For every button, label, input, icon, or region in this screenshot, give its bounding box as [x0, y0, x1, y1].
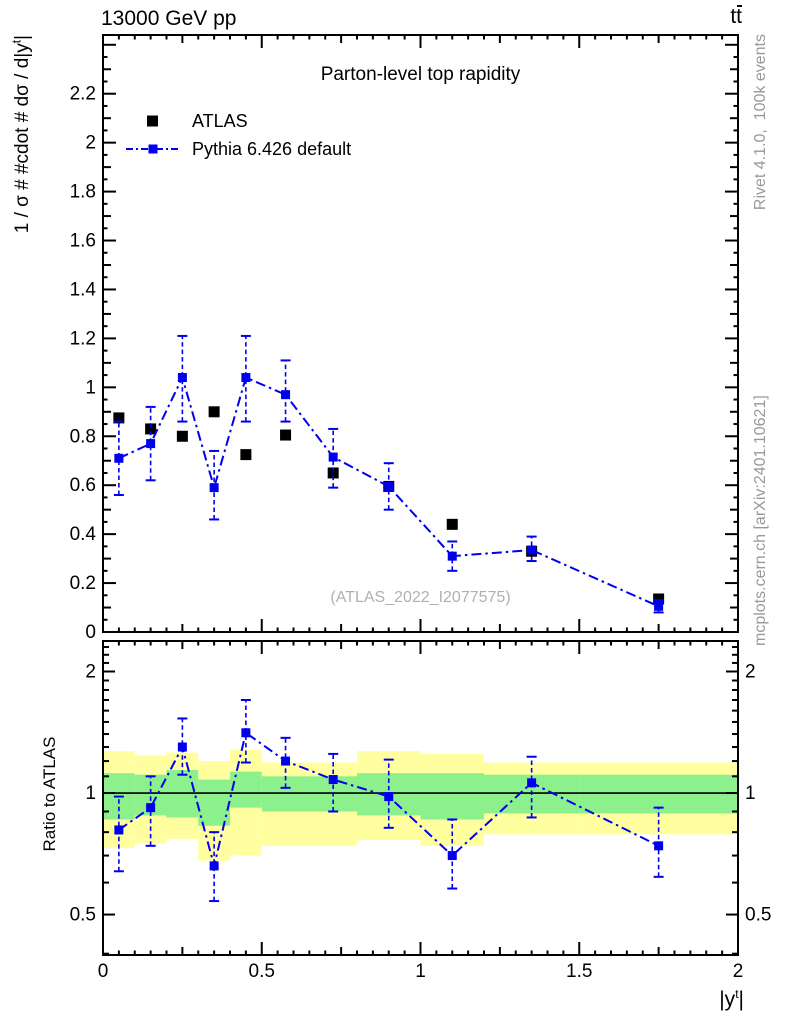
y-title-base: 1 / σ # #cdot # dσ / d|y — [12, 43, 33, 234]
tick-label: 0.2 — [70, 573, 96, 594]
data-point — [208, 406, 220, 418]
y-axis-title-main: 1 / σ # #cdot # dσ / d|yt| — [9, 35, 34, 322]
data-point — [327, 467, 339, 479]
data-point — [328, 452, 338, 462]
tick-label: 1 — [745, 783, 756, 804]
tick-label: 1 — [85, 783, 96, 804]
data-point — [146, 803, 156, 813]
green-band-bin — [198, 779, 230, 826]
data-point — [114, 453, 124, 463]
tick-label: 0.5 — [70, 905, 96, 926]
tick-label: 1 — [85, 377, 96, 398]
green-band-bin — [420, 773, 484, 820]
x-title-end: | — [738, 988, 744, 1011]
data-point — [653, 593, 665, 605]
tick-label: 0.8 — [70, 426, 96, 447]
y-title-end: | — [12, 35, 33, 40]
tick-label: 1 — [415, 961, 426, 982]
legend-label-pythia: Pythia 6.426 default — [192, 138, 352, 159]
analysis-watermark: (ATLAS_2022_I2077575) — [330, 589, 511, 606]
process-label: tt — [730, 5, 742, 29]
x-axis-title: |yt| — [719, 988, 744, 1012]
data-point — [654, 601, 664, 611]
data-point — [384, 792, 394, 802]
ratio-data-points — [114, 728, 664, 871]
beam-energy-label: 13000 GeV pp — [101, 7, 237, 30]
green-band-bin — [261, 776, 310, 812]
tick-label: 1.2 — [70, 328, 96, 349]
data-point — [527, 778, 537, 788]
data-point — [113, 412, 125, 424]
data-point — [114, 825, 124, 835]
legend-label-atlas: ATLAS — [192, 110, 248, 131]
tick-label: 1.4 — [70, 279, 97, 300]
x-title-base: |y — [719, 988, 736, 1011]
data-point — [281, 390, 291, 400]
pythia-line — [118, 374, 660, 608]
data-point — [447, 851, 457, 861]
pythia-data-points — [114, 373, 664, 611]
mcplots-arxiv-note: mcplots.cern.ch [arXiv:2401.10621] — [752, 395, 769, 646]
tick-label: 2 — [745, 661, 756, 682]
data-point — [281, 756, 291, 766]
data-point — [280, 429, 292, 441]
data-point — [146, 439, 156, 449]
data-point — [209, 861, 219, 871]
legend: ATLAS Pythia 6.426 default — [126, 107, 351, 163]
data-point — [527, 545, 537, 555]
process-t: t — [730, 5, 737, 28]
legend-item-pythia: Pythia 6.426 default — [126, 135, 351, 163]
axis-ticks — [102, 35, 739, 955]
tick-label: 0.6 — [70, 475, 96, 496]
tick-label: 0.4 — [70, 524, 97, 545]
tick-label: 0.5 — [249, 961, 275, 982]
tick-label: 1.5 — [566, 961, 592, 982]
tick-label: 0.5 — [745, 905, 771, 926]
data-point — [241, 373, 251, 383]
data-point — [654, 841, 664, 851]
atlas-marker-icon — [126, 114, 180, 128]
data-point — [177, 742, 187, 752]
pythia-marker-icon — [126, 142, 180, 156]
plot-title: Parton-level top rapidity — [320, 64, 521, 85]
tick-label: 1.8 — [70, 182, 96, 203]
axis-tick-labels: 0 0.2 0.4 0.6 0.8 1 1.2 1.4 1.6 1.8 2 2.2 0 0.5 1 1.5 2 0… — [70, 84, 772, 982]
data-point — [177, 373, 187, 383]
data-point — [145, 423, 157, 435]
legend-item-atlas: ATLAS — [126, 107, 351, 135]
data-point — [446, 518, 458, 530]
tick-label: 0 — [98, 961, 109, 982]
data-point — [384, 481, 394, 491]
tick-label: 1.6 — [70, 231, 96, 252]
green-band-bin — [230, 771, 262, 808]
y-axis-title-ratio: Ratio to ATLAS — [40, 736, 59, 852]
data-point — [240, 449, 252, 461]
tick-label: 2.2 — [70, 84, 96, 105]
data-point — [241, 728, 251, 738]
data-point — [447, 551, 457, 561]
tick-label: 2 — [85, 133, 96, 154]
legend-square-black — [147, 115, 158, 127]
tick-label: 0 — [85, 622, 96, 643]
data-point — [328, 775, 338, 785]
process-tbar: t — [736, 5, 742, 28]
tick-label: 2 — [85, 661, 96, 682]
tick-label: 2 — [733, 961, 744, 982]
legend-square-blue — [148, 144, 158, 154]
x-title-sup: t — [735, 987, 739, 1001]
pythia-error-bars — [113, 334, 664, 614]
rivet-version-note: Rivet 4.1.0, 100k events — [752, 34, 769, 211]
data-point — [209, 483, 219, 493]
y-title-sup: t — [9, 39, 24, 44]
data-point — [176, 430, 188, 442]
